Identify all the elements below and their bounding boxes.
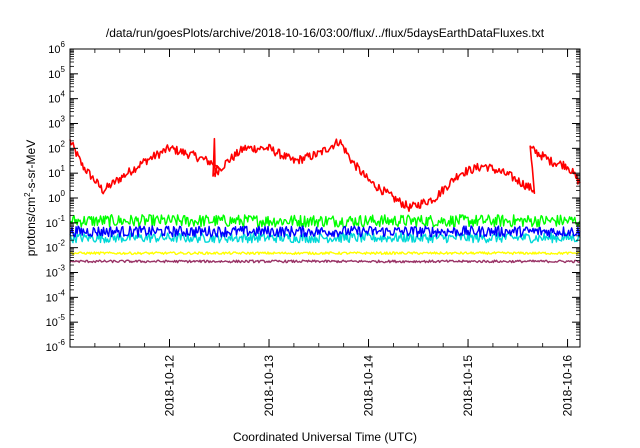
- y-tick-label: 10-4: [46, 288, 66, 304]
- y-tick-label: 106: [48, 40, 65, 56]
- series-line-6: [69, 259, 581, 264]
- x-tick-label: 2018-10-15: [461, 355, 475, 417]
- y-tick-label: 101: [48, 164, 65, 180]
- y-tick-label: 10-2: [46, 239, 66, 255]
- x-tick-label: 2018-10-13: [262, 355, 276, 417]
- y-tick-label: 104: [48, 90, 65, 106]
- y-axis-label: protons/cm2-s-sr-MeV: [23, 140, 38, 256]
- y-tick-label: 10-6: [46, 338, 66, 354]
- y-tick-label: 10-1: [46, 214, 66, 230]
- x-tick-label: 2018-10-16: [561, 355, 575, 417]
- axes: 10-6 10-5 10-4 10-3 10-2 10-1 100 101 102 103 104 1…: [46, 40, 581, 417]
- x-tick-label: 2018-10-12: [163, 355, 177, 417]
- series-line-4: [69, 225, 581, 238]
- series-line-5: [69, 251, 581, 256]
- series-group: [69, 137, 581, 264]
- y-tick-label: 10-3: [46, 264, 66, 280]
- y-tick-label: 10-5: [46, 313, 66, 329]
- chart-title: /data/run/goesPlots/archive/2018-10-16/0…: [106, 26, 545, 40]
- x-tick-label: 2018-10-14: [362, 355, 376, 417]
- x-axis-label: Coordinated Universal Time (UTC): [233, 430, 417, 444]
- y-tick-label: 103: [48, 115, 65, 131]
- y-tick-label: 100: [48, 189, 65, 205]
- plot-border: [69, 48, 581, 348]
- series-line-1: [69, 137, 581, 212]
- y-tick-label: 105: [48, 65, 65, 81]
- series-line-2: [69, 214, 581, 228]
- y-tick-label: 102: [48, 139, 65, 155]
